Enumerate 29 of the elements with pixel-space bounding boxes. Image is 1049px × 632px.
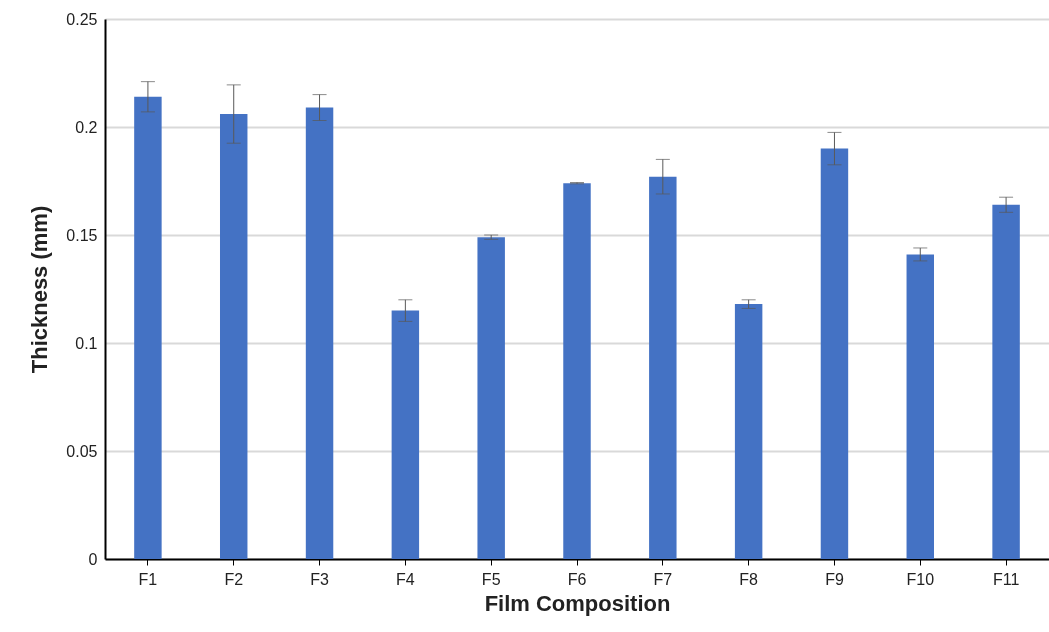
x-tick-label: F7 xyxy=(653,570,673,588)
y-tick-label: 0.2 xyxy=(75,118,98,136)
bar xyxy=(563,183,591,559)
bar xyxy=(820,148,849,559)
bar xyxy=(391,310,420,559)
y-tick-label: 0.1 xyxy=(75,334,98,352)
x-tick-label: F11 xyxy=(992,570,1020,588)
x-tick-label: F6 xyxy=(567,570,587,588)
x-tick-label: F9 xyxy=(825,570,844,588)
bar xyxy=(649,176,677,559)
y-axis-title: Thickness (mm) xyxy=(27,205,53,374)
x-tick-label: F5 xyxy=(481,570,501,588)
x-axis-title: Film Composition xyxy=(484,590,671,616)
bar xyxy=(992,204,1020,559)
bar xyxy=(134,96,162,559)
x-tick-label: F2 xyxy=(224,570,244,588)
y-tick-label: 0.25 xyxy=(66,10,98,28)
x-tick-label: F10 xyxy=(906,570,935,588)
x-tick-label: F3 xyxy=(310,570,329,588)
y-tick-label: 0 xyxy=(88,550,98,568)
x-tick-label: F1 xyxy=(138,570,158,588)
y-tick-label: 0.05 xyxy=(66,442,98,460)
bar xyxy=(906,254,934,559)
bar xyxy=(220,114,248,559)
bar xyxy=(734,304,763,559)
x-tick-label: F8 xyxy=(739,570,759,588)
y-tick-label: 0.15 xyxy=(66,226,98,244)
bar xyxy=(305,107,334,559)
x-tick-label: F4 xyxy=(396,570,415,588)
